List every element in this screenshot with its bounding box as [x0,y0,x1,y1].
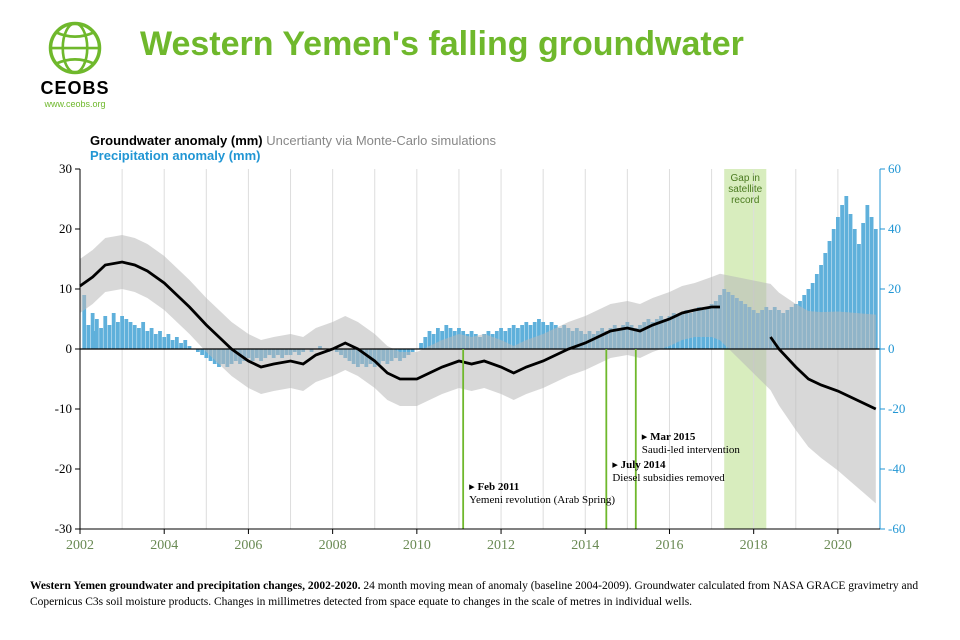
caption-lead: Western Yemen groundwater and precipitat… [30,580,361,592]
svg-text:10: 10 [59,281,72,296]
svg-text:2004: 2004 [150,538,178,553]
svg-text:2016: 2016 [655,538,683,553]
svg-text:-40: -40 [888,461,905,476]
legend-precip: Precipitation anomaly (mm) [90,148,496,163]
gap-label: Gap in satellite record [726,173,764,206]
svg-text:-20: -20 [888,401,905,416]
event-annotation: ▸ July 2014Diesel subsidies removed [612,459,724,485]
svg-text:2010: 2010 [403,538,431,553]
svg-text:2020: 2020 [824,538,852,553]
svg-text:-10: -10 [55,401,72,416]
svg-text:60: 60 [888,161,901,176]
legend-groundwater: Groundwater anomaly (mm) [90,133,263,148]
svg-text:-30: -30 [55,521,72,536]
svg-text:2002: 2002 [66,538,94,553]
caption: Western Yemen groundwater and precipitat… [30,579,930,610]
globe-icon [47,20,103,76]
svg-text:20: 20 [59,221,72,236]
svg-text:40: 40 [888,221,901,236]
brand-logo: CEOBS www.ceobs.org [30,20,120,109]
brand-url: www.ceobs.org [44,99,105,109]
svg-text:-60: -60 [888,521,905,536]
page-title: Western Yemen's falling groundwater [140,20,744,63]
chart-legend: Groundwater anomaly (mm) Uncertianty via… [90,133,496,163]
svg-text:20: 20 [888,281,901,296]
svg-text:2012: 2012 [487,538,515,553]
event-annotation: ▸ Mar 2015Saudi-led intervention [642,431,740,457]
svg-text:2014: 2014 [571,538,599,553]
svg-text:30: 30 [59,161,72,176]
svg-text:0: 0 [66,341,73,356]
event-annotation: ▸ Feb 2011Yemeni revolution (Arab Spring… [469,481,615,507]
svg-text:2018: 2018 [740,538,768,553]
svg-text:2006: 2006 [234,538,262,553]
svg-text:0: 0 [888,341,895,356]
svg-text:2008: 2008 [319,538,347,553]
svg-text:-20: -20 [55,461,72,476]
chart: Groundwater anomaly (mm) Uncertianty via… [30,129,930,569]
header: CEOBS www.ceobs.org Western Yemen's fall… [30,20,930,109]
brand-name: CEOBS [40,78,109,99]
legend-uncertainty: Uncertianty via Monte-Carlo simulations [266,133,496,148]
